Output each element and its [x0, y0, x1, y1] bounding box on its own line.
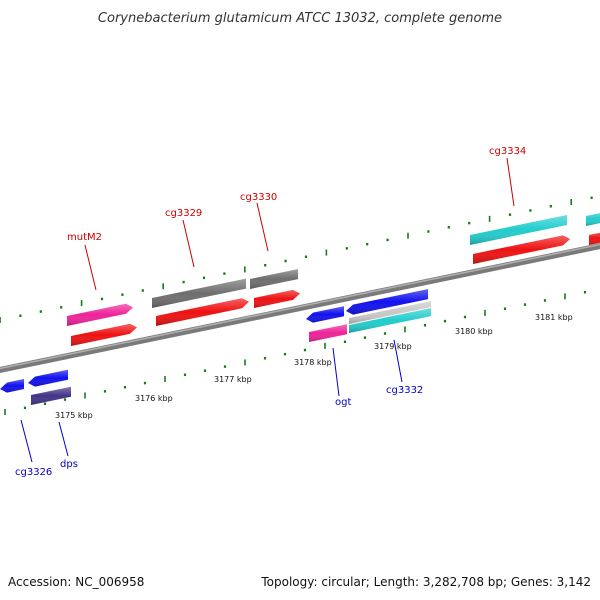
accession-label: Accession: NC_006958 — [8, 575, 144, 589]
gene-label-cg3326[interactable]: cg3326 — [15, 467, 52, 478]
backbone — [0, 242, 600, 374]
scale-label: 3177 kbp — [214, 375, 252, 384]
feature-ogt-outer[interactable] — [309, 324, 347, 342]
feature-cg3330-cds[interactable] — [254, 289, 300, 308]
feature-cg3332-misc[interactable] — [349, 301, 431, 324]
tick-rows — [0, 196, 593, 415]
scale-label: 3178 kbp — [294, 358, 332, 367]
gene-label-ogt[interactable]: ogt — [335, 397, 351, 408]
scale-label: 3179 kbp — [374, 342, 412, 351]
bottom-leader-lines — [20, 339, 403, 463]
top-gene-labels: mutM2 cg3329 cg3330 cg3334 — [67, 146, 526, 243]
gene-label-cg3329[interactable]: cg3329 — [165, 208, 202, 219]
gene-label-dps[interactable]: dps — [60, 459, 78, 470]
feature-mutM2-outer[interactable] — [67, 303, 133, 326]
feature-cg3332-outer[interactable] — [349, 308, 431, 333]
features — [0, 212, 600, 405]
gene-label-cg3330[interactable]: cg3330 — [240, 192, 277, 203]
feature-cg3329-outer[interactable] — [152, 278, 246, 308]
scale-label: 3181 kbp — [535, 313, 573, 322]
feature-cg3330-outer[interactable] — [250, 269, 298, 289]
gene-label-cg3334[interactable]: cg3334 — [489, 146, 526, 157]
gene-label-cg3332[interactable]: cg3332 — [386, 385, 423, 396]
scale-label: 3176 kbp — [135, 394, 173, 403]
feature-cg3329-cds[interactable] — [156, 298, 249, 326]
scale-label: 3175 kbp — [55, 411, 93, 420]
feature-edge-cds[interactable] — [589, 232, 600, 246]
feature-cg3326-cds[interactable] — [0, 379, 24, 393]
map-title: Corynebacterium glutamicum ATCC 13032, c… — [98, 11, 502, 26]
bottom-gene-labels: cg3326 dps ogt cg3332 — [15, 385, 423, 478]
feature-dps-outer[interactable] — [31, 386, 71, 405]
feature-edge-outer[interactable] — [586, 212, 600, 226]
scale-label: 3180 kbp — [455, 327, 493, 336]
feature-cg3334-cds[interactable] — [473, 235, 570, 264]
scale-labels: 3175 kbp 3176 kbp 3177 kbp 3178 kbp 3179… — [55, 313, 573, 420]
gene-label-mutM2[interactable]: mutM2 — [67, 232, 102, 243]
feature-ogt-cds[interactable] — [306, 306, 344, 323]
feature-mutM2-cds[interactable] — [71, 323, 137, 346]
topology-label: Topology: circular; Length: 3,282,708 bp… — [260, 575, 591, 589]
feature-cg3334-outer[interactable] — [470, 215, 567, 245]
feature-dps-cds[interactable] — [28, 369, 68, 387]
feature-cg3332-cds[interactable] — [346, 289, 428, 315]
top-leader-lines — [84, 157, 515, 291]
